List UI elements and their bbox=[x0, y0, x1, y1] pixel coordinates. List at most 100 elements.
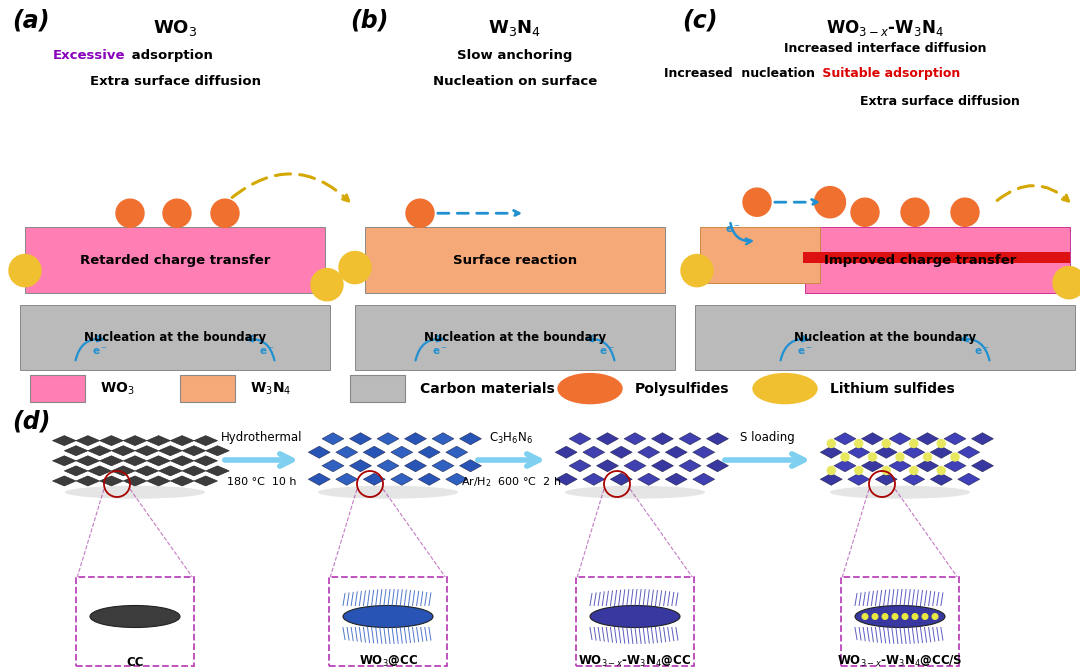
Polygon shape bbox=[569, 460, 591, 472]
Circle shape bbox=[851, 198, 879, 226]
Polygon shape bbox=[446, 446, 468, 458]
Circle shape bbox=[211, 199, 239, 227]
Polygon shape bbox=[679, 460, 701, 472]
Circle shape bbox=[896, 453, 904, 461]
Ellipse shape bbox=[590, 606, 680, 628]
Polygon shape bbox=[123, 436, 147, 446]
Text: Carbon materials: Carbon materials bbox=[420, 382, 555, 395]
Circle shape bbox=[868, 453, 877, 461]
Polygon shape bbox=[692, 446, 715, 458]
Polygon shape bbox=[76, 436, 99, 446]
Polygon shape bbox=[944, 460, 966, 472]
Polygon shape bbox=[183, 466, 205, 476]
FancyBboxPatch shape bbox=[350, 375, 405, 402]
FancyBboxPatch shape bbox=[841, 577, 959, 666]
Polygon shape bbox=[610, 446, 632, 458]
Polygon shape bbox=[99, 456, 123, 466]
Polygon shape bbox=[834, 460, 856, 472]
Polygon shape bbox=[377, 433, 399, 445]
Polygon shape bbox=[692, 473, 715, 485]
Polygon shape bbox=[665, 446, 687, 458]
Circle shape bbox=[841, 453, 849, 461]
Text: Hydrothermal: Hydrothermal bbox=[220, 431, 302, 444]
Polygon shape bbox=[848, 446, 869, 458]
Polygon shape bbox=[391, 446, 413, 458]
Text: (d): (d) bbox=[12, 410, 51, 434]
Circle shape bbox=[882, 466, 890, 474]
Text: WO$_{3-x}$-W$_3$N$_4$@CC: WO$_{3-x}$-W$_3$N$_4$@CC bbox=[579, 654, 691, 669]
Polygon shape bbox=[917, 460, 939, 472]
Text: (c): (c) bbox=[681, 8, 717, 32]
Polygon shape bbox=[194, 456, 217, 466]
Polygon shape bbox=[875, 446, 897, 458]
Circle shape bbox=[937, 466, 945, 474]
Circle shape bbox=[862, 614, 868, 619]
Circle shape bbox=[937, 440, 945, 448]
Circle shape bbox=[406, 199, 434, 227]
Ellipse shape bbox=[343, 606, 433, 628]
Circle shape bbox=[743, 188, 771, 216]
Polygon shape bbox=[159, 446, 183, 456]
Text: adsorption: adsorption bbox=[127, 49, 213, 62]
Text: WO$_{3-x}$-W$_3$N$_4$@CC/S: WO$_{3-x}$-W$_3$N$_4$@CC/S bbox=[837, 654, 962, 669]
Text: Extra surface diffusion: Extra surface diffusion bbox=[860, 95, 1020, 108]
Polygon shape bbox=[903, 446, 924, 458]
Polygon shape bbox=[147, 476, 171, 486]
Polygon shape bbox=[336, 473, 357, 485]
FancyBboxPatch shape bbox=[804, 253, 1070, 263]
Polygon shape bbox=[147, 456, 171, 466]
Circle shape bbox=[1053, 267, 1080, 299]
Text: Improved charge transfer: Improved charge transfer bbox=[824, 254, 1016, 267]
Polygon shape bbox=[183, 446, 205, 456]
Polygon shape bbox=[194, 436, 217, 446]
FancyBboxPatch shape bbox=[700, 227, 820, 283]
Ellipse shape bbox=[565, 486, 705, 498]
Text: Extra surface diffusion: Extra surface diffusion bbox=[90, 75, 260, 88]
Polygon shape bbox=[135, 446, 159, 456]
FancyBboxPatch shape bbox=[76, 577, 194, 666]
FancyBboxPatch shape bbox=[576, 577, 694, 666]
Circle shape bbox=[339, 251, 372, 283]
Polygon shape bbox=[76, 476, 99, 486]
Ellipse shape bbox=[318, 486, 458, 498]
Polygon shape bbox=[123, 456, 147, 466]
Polygon shape bbox=[958, 446, 980, 458]
Polygon shape bbox=[205, 446, 229, 456]
FancyBboxPatch shape bbox=[25, 227, 325, 293]
Polygon shape bbox=[308, 473, 330, 485]
Polygon shape bbox=[972, 433, 994, 445]
Polygon shape bbox=[610, 473, 632, 485]
Circle shape bbox=[882, 614, 888, 619]
Polygon shape bbox=[944, 433, 966, 445]
Text: Retarded charge transfer: Retarded charge transfer bbox=[80, 253, 270, 267]
FancyBboxPatch shape bbox=[696, 305, 1075, 370]
Text: e$^-$: e$^-$ bbox=[973, 346, 989, 357]
Circle shape bbox=[909, 440, 918, 448]
Polygon shape bbox=[638, 473, 660, 485]
Polygon shape bbox=[65, 446, 87, 456]
Text: e$^-$: e$^-$ bbox=[258, 346, 274, 357]
Text: Increased  nucleation: Increased nucleation bbox=[664, 67, 815, 80]
Text: WO$_3$@CC: WO$_3$@CC bbox=[359, 654, 418, 669]
Circle shape bbox=[932, 614, 937, 619]
Polygon shape bbox=[862, 433, 883, 445]
Polygon shape bbox=[665, 473, 687, 485]
Circle shape bbox=[854, 440, 863, 448]
Text: Nucleation at the boundary: Nucleation at the boundary bbox=[424, 331, 606, 344]
Polygon shape bbox=[820, 446, 842, 458]
Text: Increased interface diffusion: Increased interface diffusion bbox=[784, 42, 986, 55]
Text: W$_3$N$_4$: W$_3$N$_4$ bbox=[488, 18, 541, 38]
Text: (a): (a) bbox=[12, 8, 50, 32]
Polygon shape bbox=[405, 460, 427, 472]
Polygon shape bbox=[446, 473, 468, 485]
Text: Excessive: Excessive bbox=[53, 49, 125, 62]
Polygon shape bbox=[820, 473, 842, 485]
Polygon shape bbox=[889, 460, 912, 472]
Polygon shape bbox=[65, 466, 87, 476]
Polygon shape bbox=[147, 436, 171, 446]
Polygon shape bbox=[53, 456, 76, 466]
Polygon shape bbox=[889, 433, 912, 445]
Text: (b): (b) bbox=[350, 8, 389, 32]
Text: Lithium sulfides: Lithium sulfides bbox=[831, 382, 955, 395]
Polygon shape bbox=[418, 446, 441, 458]
